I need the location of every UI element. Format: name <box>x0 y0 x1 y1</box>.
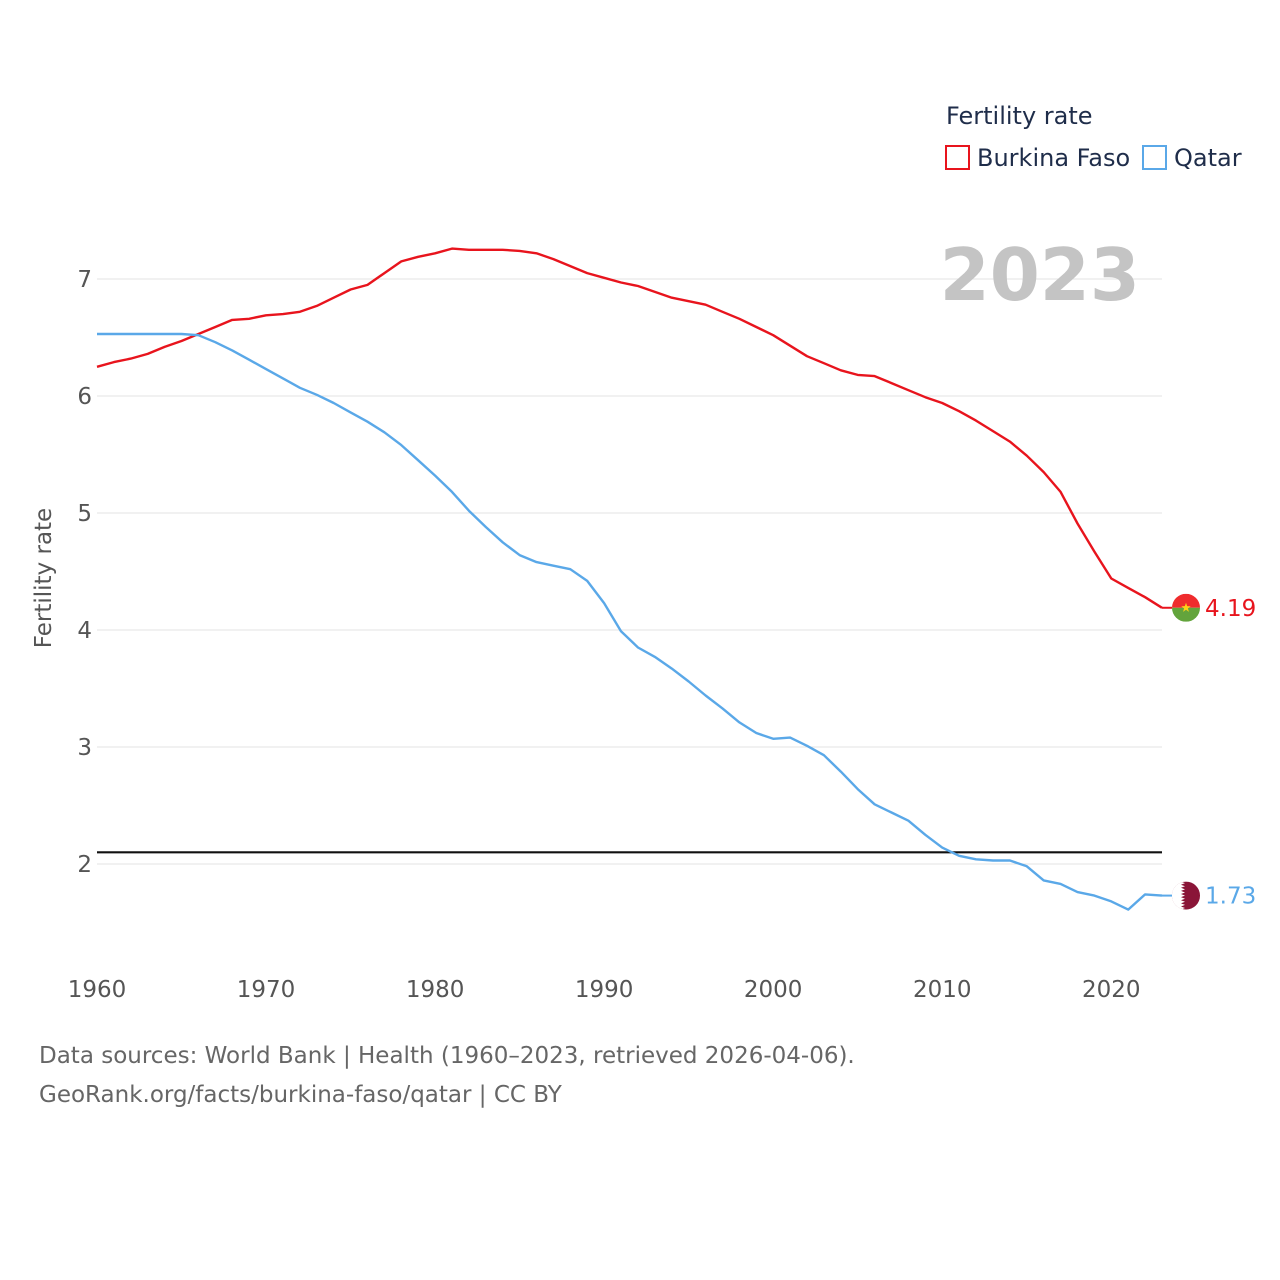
footer-link[interactable]: GeoRank.org/facts/burkina-faso/qatar | C… <box>39 1082 562 1108</box>
qatar-flag-icon <box>1172 881 1200 910</box>
legend-label-qatar[interactable]: Qatar <box>1174 144 1242 172</box>
y-tick-label: 7 <box>77 267 92 293</box>
burkina-faso-flag-icon <box>1172 593 1200 622</box>
legend-label-burkina-faso[interactable]: Burkina Faso <box>977 144 1130 172</box>
year-label: 2023 <box>940 233 1140 317</box>
y-axis-ticks: 2 3 4 5 6 7 <box>77 267 92 878</box>
y-tick-label: 2 <box>77 852 92 878</box>
x-tick-label: 1970 <box>237 977 296 1003</box>
x-tick-label: 1980 <box>406 977 465 1003</box>
series-line-qatar[interactable] <box>97 332 1163 911</box>
end-value-label-qatar: 1.73 <box>1205 884 1256 910</box>
legend-swatch-burkina-faso[interactable] <box>945 145 970 170</box>
fertility-rate-chart: 2 3 4 5 6 7 1960 1970 1980 1990 2000 2010 2020 4.19… <box>31 102 1256 1003</box>
legend-title: Fertility rate <box>946 102 1093 130</box>
x-axis-ticks: 1960 1970 1980 1990 2000 2010 2020 <box>68 977 1141 1003</box>
end-markers: 4.19 1.73 <box>1162 593 1256 910</box>
x-tick-label: 2000 <box>744 977 803 1003</box>
y-tick-label: 5 <box>77 501 92 527</box>
y-tick-label: 4 <box>77 618 92 644</box>
footer-sources: Data sources: World Bank | Health (1960–… <box>39 1043 855 1069</box>
legend: Fertility rate Burkina Faso Qatar <box>945 102 1242 172</box>
end-value-label-burkina-faso: 4.19 <box>1205 596 1256 622</box>
x-tick-label: 1990 <box>575 977 634 1003</box>
legend-swatch-qatar[interactable] <box>1142 145 1167 170</box>
grid-lines <box>97 278 1162 865</box>
series-lines <box>96 247 1163 911</box>
y-tick-label: 3 <box>77 735 92 761</box>
series-line-burkina-faso[interactable] <box>96 247 1163 609</box>
x-tick-label: 2020 <box>1082 977 1141 1003</box>
x-tick-label: 2010 <box>913 977 972 1003</box>
x-tick-label: 1960 <box>68 977 127 1003</box>
y-axis-label: Fertility rate <box>31 508 57 648</box>
y-tick-label: 6 <box>77 384 92 410</box>
